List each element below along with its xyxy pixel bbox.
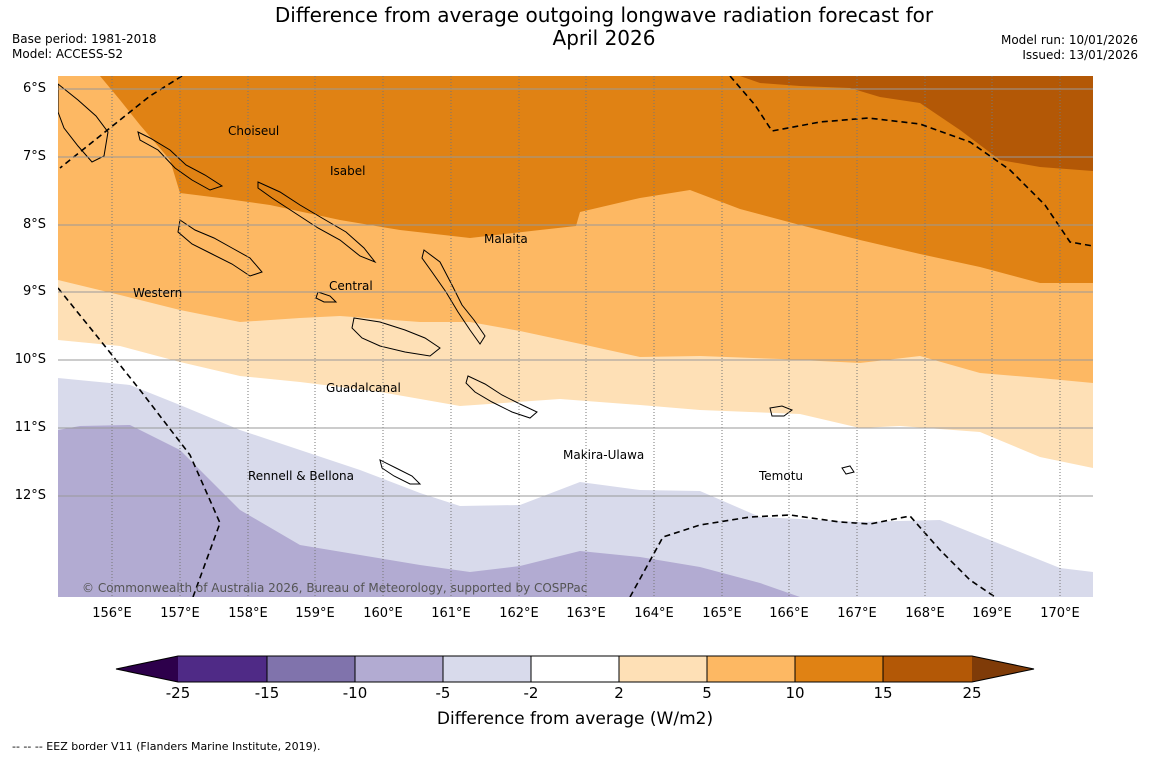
graticule [58, 76, 1093, 597]
lat-label-9s: 9°S [22, 284, 46, 299]
island-temotu-1 [769, 405, 794, 417]
lon-label-162e: 162°E [499, 606, 539, 621]
region-label-makira-ulawa: Makira-Ulawa [563, 448, 645, 462]
map-area[interactable] [58, 76, 1093, 597]
lon-label-160e: 160°E [363, 606, 403, 621]
lon-label-166e: 166°E [769, 606, 809, 621]
lon-label-157e: 157°E [160, 606, 200, 621]
band-10-15 [100, 76, 1093, 283]
lon-label-161e: 161°E [431, 606, 471, 621]
lon-label-168e: 168°E [905, 606, 945, 621]
colorbar-title: Difference from average (W/m2) [436, 709, 714, 729]
lon-label-164e: 164°E [634, 606, 674, 621]
colorbar-outline [115, 655, 1035, 683]
colorbar-tick-10: 25 [962, 684, 982, 702]
region-label-western: Western [133, 286, 183, 300]
colorbar-tick-2: -15 [254, 684, 280, 702]
title-line-2: April 2026 [552, 26, 656, 50]
island-rennell [379, 459, 422, 485]
base-period: Base period: 1981-2018 [12, 32, 157, 46]
lon-label-163e: 163°E [566, 606, 606, 621]
meta-right: Model run: 10/01/2026 Issued: 13/01/2026 [1001, 33, 1138, 63]
colorbar-tick-7: 5 [702, 684, 712, 702]
lat-label-10s: 10°S [14, 352, 46, 367]
island-isabel [257, 181, 377, 264]
colorbar-segment-7 [707, 656, 795, 682]
meta-left: Base period: 1981-2018 Model: ACCESS-S2 [12, 32, 157, 62]
colorbar-tick-1: -25 [165, 684, 191, 702]
colorbar [115, 655, 1035, 683]
colorbar-tick-4: -5 [435, 684, 451, 702]
lon-label-167e: 167°E [837, 606, 877, 621]
colorbar-segment-5 [531, 656, 619, 682]
colorbar-tick-5: -2 [523, 684, 539, 702]
region-label-guadalcanal: Guadalcanal [326, 381, 401, 395]
copyright-notice: © Commonwealth of Australia 2026, Bureau… [82, 581, 588, 595]
colorbar-over-arrow [972, 656, 1034, 682]
colorbar-segment-1 [178, 656, 267, 682]
lon-label-170e: 170°E [1040, 606, 1080, 621]
lat-label-11s: 11°S [14, 420, 46, 435]
region-label-choiseul: Choiseul [228, 124, 280, 138]
lat-label-6s: 6°S [22, 81, 46, 96]
lon-label-159e: 159°E [295, 606, 335, 621]
island-malaita [421, 249, 486, 345]
colorbar-segment-8 [795, 656, 883, 682]
colorbar-segment-3 [355, 656, 443, 682]
title-line-1: Difference from average outgoing longwav… [274, 3, 934, 27]
region-label-isabel: Isabel [330, 164, 366, 178]
model-name: Model: ACCESS-S2 [12, 47, 124, 61]
island-makira [465, 375, 538, 419]
lat-label-8s: 8°S [22, 217, 46, 232]
island-western [177, 219, 263, 277]
island-choiseul [137, 131, 224, 191]
island-central [315, 291, 338, 303]
islands [58, 83, 855, 485]
lon-label-158e: 158°E [228, 606, 268, 621]
eez-border-south-east [629, 514, 996, 597]
issued-date: Issued: 13/01/2026 [1022, 48, 1138, 62]
region-label-rennell-bellona: Rennell & Bellona [248, 469, 355, 483]
colorbar-under-arrow [116, 656, 178, 682]
model-run: Model run: 10/01/2026 [1000, 33, 1138, 47]
map-title: Difference from average outgoing longwav… [0, 4, 1150, 50]
island-guadalcanal [351, 317, 441, 357]
colorbar-segment-9 [883, 656, 972, 682]
island-bougainville [58, 83, 109, 163]
region-label-temotu: Temotu [759, 469, 804, 483]
band-minus10-minus5 [58, 425, 800, 597]
island-temotu-2 [841, 465, 855, 475]
region-label-central: Central [329, 279, 373, 293]
parallels [58, 88, 1093, 497]
lat-label-12s: 12°S [14, 488, 46, 503]
eez-footnote: -- -- -- EEZ border V11 (Flanders Marine… [12, 740, 321, 753]
eez-border-south-west [58, 287, 221, 597]
colorbar-segment-4 [443, 656, 531, 682]
colorbar-tick-9: 15 [873, 684, 893, 702]
colorbar-tick-8: 10 [785, 684, 805, 702]
band-minus5-minus2 [58, 378, 1093, 597]
lon-label-156e: 156°E [92, 606, 132, 621]
region-label-malaita: Malaita [484, 232, 528, 246]
colorbar-tick-6: 2 [614, 684, 624, 702]
colorbar-dividers [266, 656, 884, 682]
colorbar-segment-6 [619, 656, 707, 682]
eez-border-north-east [729, 76, 1093, 247]
colorbar-segment-2 [267, 656, 355, 682]
lon-label-169e: 169°E [972, 606, 1012, 621]
lat-label-7s: 7°S [22, 149, 46, 164]
band-15-25 [740, 76, 1093, 171]
colorbar-tick-3: -10 [342, 684, 368, 702]
lon-label-165e: 165°E [702, 606, 742, 621]
